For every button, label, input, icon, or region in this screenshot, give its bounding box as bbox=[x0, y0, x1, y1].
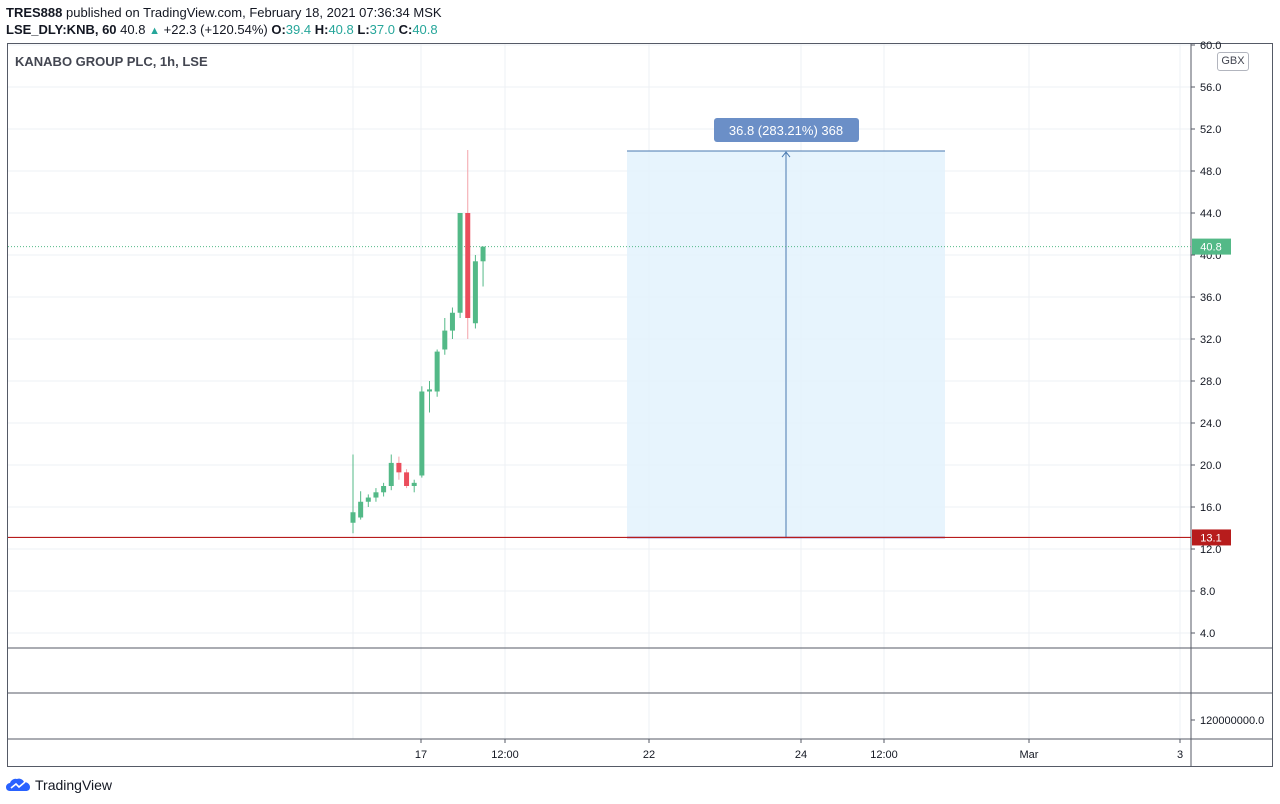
close-value: 40.8 bbox=[412, 22, 438, 37]
candle-body bbox=[434, 351, 440, 392]
author-name: TRES888 bbox=[6, 5, 63, 20]
y-tick-label: 48.0 bbox=[1200, 166, 1221, 178]
candle-body bbox=[373, 492, 379, 498]
high-value: 40.8 bbox=[328, 22, 354, 37]
y-tick-label: 12.0 bbox=[1200, 544, 1221, 556]
candle-body bbox=[404, 472, 410, 486]
candle-body bbox=[365, 497, 371, 502]
support-badge bbox=[1192, 529, 1231, 546]
low-label: L: bbox=[357, 22, 370, 37]
y-tick-label: 28.0 bbox=[1200, 376, 1221, 388]
last-price-badge bbox=[1192, 238, 1231, 255]
y-tick-label: 16.0 bbox=[1200, 502, 1221, 514]
x-tick-label: 24 bbox=[795, 749, 807, 761]
symbol-label: LSE_DLY:KNB, 60 bbox=[6, 22, 117, 37]
y-tick-label: 4.0 bbox=[1200, 628, 1215, 640]
high-label: H: bbox=[314, 22, 329, 37]
open-label: O: bbox=[271, 22, 286, 37]
candle-body bbox=[449, 312, 455, 331]
y-tick-label: 36.0 bbox=[1200, 292, 1221, 304]
last-price-badge-text: 40.8 bbox=[1200, 242, 1221, 254]
y-tick-label: 56.0 bbox=[1200, 82, 1221, 94]
y-tick-label: 32.0 bbox=[1200, 334, 1221, 346]
candle-body bbox=[358, 501, 364, 518]
ohlc-legend: LSE_DLY:KNB, 60 40.8 ▲ +22.3 (+120.54%) … bbox=[6, 22, 438, 37]
x-tick-label: 12:00 bbox=[870, 749, 898, 761]
branding-text: TradingView bbox=[35, 777, 113, 793]
price-range-label-bg bbox=[714, 118, 859, 142]
publish-info: TRES888 published on TradingView.com, Fe… bbox=[6, 5, 442, 20]
up-triangle-icon: ▲ bbox=[149, 25, 160, 37]
candle-body bbox=[457, 213, 463, 313]
candle-body bbox=[388, 462, 394, 486]
chart-frame bbox=[7, 43, 1273, 767]
y-tick-label: 24.0 bbox=[1200, 418, 1221, 430]
price-range-label: 36.8 (283.21%) 368 bbox=[729, 123, 843, 138]
x-tick-label: 12:00 bbox=[491, 749, 519, 761]
candle-body bbox=[442, 330, 448, 350]
y-tick-label: 52.0 bbox=[1200, 124, 1221, 136]
close-label: C: bbox=[398, 22, 413, 37]
tradingview-logo[interactable]: TradingView bbox=[6, 777, 112, 793]
low-value: 37.0 bbox=[369, 22, 395, 37]
candle-body bbox=[465, 213, 471, 318]
support-badge-text: 13.1 bbox=[1200, 532, 1221, 544]
candle-body bbox=[472, 261, 478, 324]
open-value: 39.4 bbox=[285, 22, 312, 37]
candle-body bbox=[427, 389, 432, 392]
currency-button[interactable]: GBX bbox=[1217, 52, 1249, 71]
y-tick-label: 60.0 bbox=[1200, 40, 1221, 52]
candle-body bbox=[419, 391, 425, 476]
chart-title: KANABO GROUP PLC, 1h, LSE bbox=[15, 54, 208, 69]
candle-body bbox=[381, 486, 387, 493]
price-change: +22.3 (+120.54%) bbox=[163, 22, 268, 37]
volume-axis-label: 120000000.0 bbox=[1200, 715, 1264, 727]
y-tick-label: 8.0 bbox=[1200, 586, 1215, 598]
y-tick-label: 44.0 bbox=[1200, 208, 1221, 220]
candle-body bbox=[396, 462, 402, 473]
x-tick-label: 17 bbox=[415, 749, 427, 761]
candle-body bbox=[411, 482, 417, 486]
price-range-arrowhead bbox=[781, 151, 791, 158]
tradingview-cloud-icon bbox=[6, 778, 30, 791]
last-price: 40.8 bbox=[120, 22, 146, 37]
x-tick-label: 22 bbox=[643, 749, 655, 761]
candle-body bbox=[350, 512, 356, 523]
candle-body bbox=[480, 246, 486, 262]
y-tick-label: 20.0 bbox=[1200, 460, 1221, 472]
publish-text: published on TradingView.com, February 1… bbox=[66, 5, 442, 20]
x-tick-label: 3 bbox=[1177, 749, 1183, 761]
x-tick-label: Mar bbox=[1020, 749, 1039, 761]
